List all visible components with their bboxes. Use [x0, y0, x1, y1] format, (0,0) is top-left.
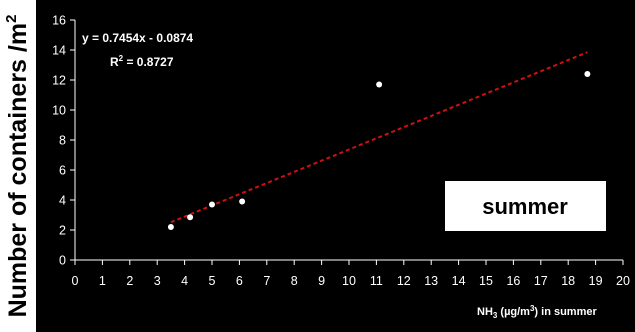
data-point: [209, 202, 215, 208]
x-axis-label-text: (µg/m: [497, 306, 530, 318]
x-tick-label: 0: [72, 274, 79, 288]
x-tick-label: 20: [616, 274, 630, 288]
y-tick-label: 16: [52, 14, 66, 28]
y-tick-label: 12: [52, 74, 66, 88]
x-tick-label: 13: [424, 274, 438, 288]
data-point: [168, 224, 174, 230]
data-point: [239, 199, 245, 205]
x-tick-label: 9: [318, 274, 325, 288]
x-tick-label: 7: [263, 274, 270, 288]
data-point: [376, 82, 382, 88]
x-tick-label: 8: [291, 274, 298, 288]
annotation-label: summer: [482, 194, 568, 219]
x-tick-label: 4: [181, 274, 188, 288]
y-tick-label: 10: [52, 104, 66, 118]
y-tick-label: 6: [59, 164, 66, 178]
x-tick-label: 1: [99, 274, 106, 288]
data-point: [187, 214, 193, 220]
y-tick-label: 0: [59, 254, 66, 268]
x-axis-label-text: ) in summer: [534, 306, 597, 318]
x-tick-label: 2: [126, 274, 133, 288]
y-tick-label: 2: [59, 224, 66, 238]
x-axis-label-text: NH: [477, 306, 493, 318]
x-tick-label: 19: [589, 274, 603, 288]
y-tick-label: 8: [59, 134, 66, 148]
r-squared-symbol: R: [110, 55, 119, 69]
x-tick-label: 10: [342, 274, 356, 288]
x-tick-label: 17: [534, 274, 548, 288]
x-tick-label: 15: [479, 274, 493, 288]
x-tick-label: 14: [452, 274, 466, 288]
x-tick-label: 3: [154, 274, 161, 288]
x-tick-label: 12: [397, 274, 411, 288]
y-tick-label: 4: [59, 194, 66, 208]
y-tick-label: 14: [52, 44, 66, 58]
data-point: [584, 71, 590, 77]
x-tick-label: 5: [209, 274, 216, 288]
r-squared-value: = 0.8727: [123, 55, 174, 69]
x-tick-label: 6: [236, 274, 243, 288]
x-tick-label: 16: [506, 274, 520, 288]
x-tick-label: 18: [561, 274, 575, 288]
x-axis-label: NH3 (µg/m3) in summer: [477, 304, 597, 320]
r-squared-label: R2 = 0.8727: [110, 54, 174, 69]
x-tick-label: 11: [370, 274, 383, 288]
trendline-equation: y = 0.7454x - 0.0874: [82, 31, 193, 45]
